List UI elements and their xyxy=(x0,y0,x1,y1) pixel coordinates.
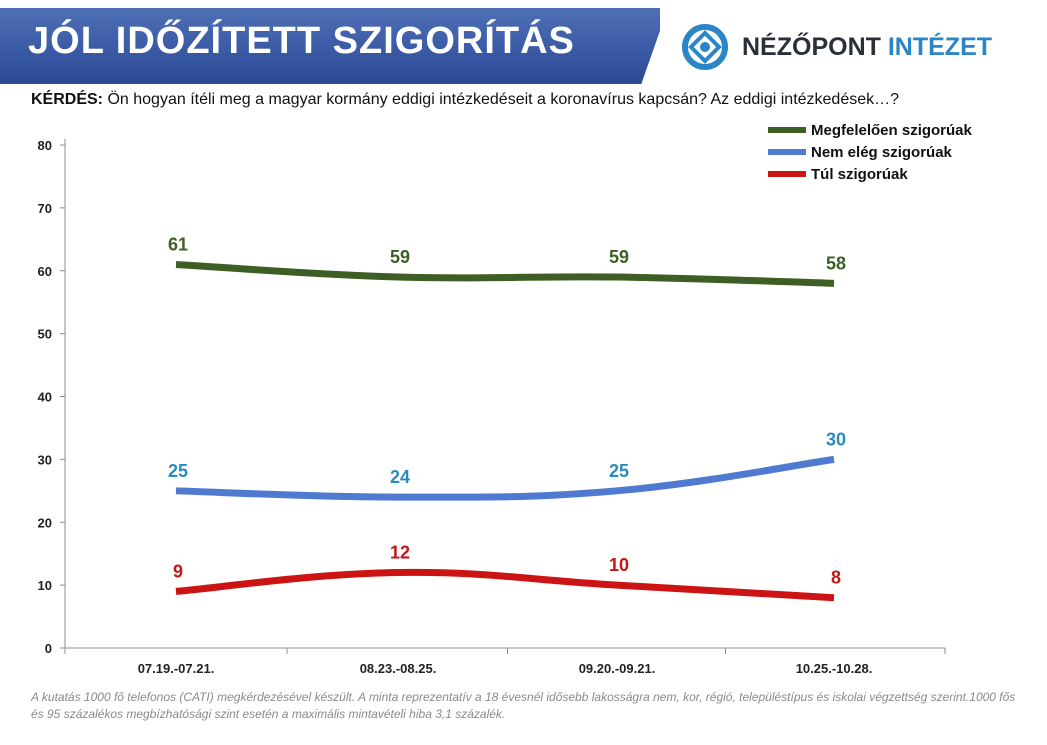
x-tick-label: 08.23.-08.25. xyxy=(360,661,437,676)
data-label: 8 xyxy=(831,568,841,588)
header: JÓL IDŐZÍTETT SZIGORÍTÁS NÉZŐPONT INTÉZE… xyxy=(0,0,1047,84)
data-label: 59 xyxy=(609,247,629,267)
footnote: A kutatás 1000 fő telefonos (CATI) megké… xyxy=(31,690,1016,721)
data-label: 61 xyxy=(168,234,188,254)
logo-text-part1: NÉZŐPONT xyxy=(742,33,881,61)
y-tick-label: 10 xyxy=(38,578,52,593)
logo-text-part2: INTÉZET xyxy=(887,33,993,61)
y-tick-label: 50 xyxy=(38,327,52,342)
x-tick-label: 07.19.-07.21. xyxy=(138,661,215,676)
series-line-2 xyxy=(175,568,835,602)
logo-text: NÉZŐPONT INTÉZET xyxy=(742,33,992,62)
data-label: 9 xyxy=(173,561,183,581)
legend-label: Nem elég szigorúak xyxy=(811,144,953,161)
data-label: 58 xyxy=(826,253,846,273)
y-tick-label: 30 xyxy=(38,452,52,467)
nezopont-logo-icon xyxy=(682,24,728,70)
page-title: JÓL IDŐZÍTETT SZIGORÍTÁS xyxy=(28,20,575,62)
data-label: 25 xyxy=(609,461,629,481)
y-tick-label: 20 xyxy=(38,515,52,530)
legend-label: Megfelelően szigorúak xyxy=(811,122,973,139)
x-tick-label: 09.20.-09.21. xyxy=(579,661,656,676)
title-band xyxy=(0,8,668,84)
series-line-1 xyxy=(175,455,835,501)
question-label: KÉRDÉS: xyxy=(31,91,104,108)
data-label: 25 xyxy=(168,461,188,481)
y-tick-label: 80 xyxy=(38,138,52,153)
data-label: 10 xyxy=(609,555,629,575)
data-label: 59 xyxy=(390,247,410,267)
y-tick-label: 0 xyxy=(45,641,52,656)
series-line-0 xyxy=(175,260,835,287)
data-label: 30 xyxy=(826,429,846,449)
y-tick-label: 70 xyxy=(38,201,52,216)
y-tick-label: 40 xyxy=(38,390,52,405)
y-tick-label: 60 xyxy=(38,264,52,279)
data-label: 24 xyxy=(390,467,410,487)
legend-label: Túl szigorúak xyxy=(811,166,908,183)
question: KÉRDÉS: Ön hogyan ítéli meg a magyar kor… xyxy=(31,91,899,109)
question-text: Ön hogyan ítéli meg a magyar kormány edd… xyxy=(107,91,900,108)
x-tick-label: 10.25.-10.28. xyxy=(796,661,873,676)
logo: NÉZŐPONT INTÉZET xyxy=(660,8,1006,84)
data-label: 12 xyxy=(390,543,410,563)
